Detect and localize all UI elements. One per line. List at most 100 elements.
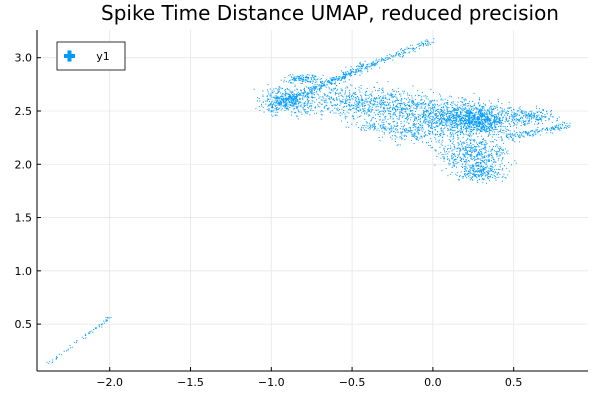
data-point xyxy=(363,102,365,104)
data-point xyxy=(267,91,269,93)
data-point xyxy=(283,81,285,83)
data-point xyxy=(481,127,483,129)
data-point xyxy=(401,110,403,112)
data-point xyxy=(466,124,468,126)
data-point xyxy=(502,158,504,160)
data-point xyxy=(350,66,352,68)
data-point xyxy=(448,164,450,166)
data-point xyxy=(481,143,483,145)
data-point xyxy=(466,150,468,152)
data-point xyxy=(460,104,462,106)
data-point xyxy=(375,97,377,99)
data-point xyxy=(499,118,501,120)
data-point xyxy=(381,88,383,90)
data-point xyxy=(427,109,429,111)
data-point xyxy=(421,127,423,129)
data-point xyxy=(364,68,366,70)
data-point xyxy=(360,87,362,89)
data-point xyxy=(431,128,433,130)
data-point xyxy=(467,117,469,119)
data-point xyxy=(459,133,461,135)
data-point xyxy=(478,116,480,118)
data-point xyxy=(480,119,482,121)
data-point xyxy=(490,174,492,176)
data-point xyxy=(433,119,435,121)
data-point xyxy=(462,97,464,99)
data-point xyxy=(487,131,489,133)
data-point xyxy=(397,132,399,134)
data-point xyxy=(536,105,538,107)
data-point xyxy=(493,109,495,111)
data-point xyxy=(280,104,282,106)
data-point xyxy=(363,109,365,111)
data-point xyxy=(469,169,471,171)
data-point xyxy=(301,75,303,77)
data-point xyxy=(472,169,474,171)
data-point xyxy=(495,153,497,155)
data-point xyxy=(489,179,491,181)
data-point xyxy=(384,94,386,96)
data-point xyxy=(380,99,382,101)
data-point xyxy=(413,102,415,104)
data-point xyxy=(465,161,467,163)
data-point xyxy=(445,112,447,114)
data-point xyxy=(318,85,320,87)
data-point xyxy=(421,123,423,125)
data-point xyxy=(389,128,391,130)
data-point xyxy=(419,114,421,116)
data-point xyxy=(346,95,348,97)
data-point xyxy=(464,128,466,130)
data-point xyxy=(471,120,473,122)
data-point xyxy=(493,120,495,122)
data-point xyxy=(507,107,509,109)
data-point xyxy=(469,121,471,123)
data-point xyxy=(275,88,277,90)
data-point xyxy=(291,106,293,108)
data-point xyxy=(341,113,343,115)
data-point xyxy=(440,95,442,97)
data-point xyxy=(289,91,291,93)
data-point xyxy=(420,124,422,126)
data-point xyxy=(454,108,456,110)
data-point xyxy=(438,142,440,144)
data-point xyxy=(392,96,394,98)
data-point xyxy=(312,81,314,83)
data-point xyxy=(308,78,310,80)
data-point xyxy=(294,101,296,103)
data-point xyxy=(290,96,292,98)
data-point xyxy=(461,111,463,113)
data-point xyxy=(448,129,450,131)
data-point xyxy=(402,107,404,109)
data-point xyxy=(351,115,353,117)
data-point xyxy=(278,97,280,99)
data-point xyxy=(343,81,345,83)
data-point xyxy=(334,79,336,81)
data-point xyxy=(383,62,385,64)
data-point xyxy=(340,88,342,90)
data-point xyxy=(381,128,383,130)
data-point xyxy=(467,173,469,175)
data-point xyxy=(382,127,384,129)
data-point xyxy=(354,92,356,94)
data-point xyxy=(358,97,360,99)
data-point xyxy=(340,103,342,105)
data-point xyxy=(276,96,278,98)
data-point xyxy=(464,123,466,125)
data-point xyxy=(445,106,447,108)
data-point xyxy=(484,161,486,163)
data-point xyxy=(432,112,434,114)
data-point xyxy=(504,148,506,150)
data-point xyxy=(526,114,528,116)
data-point xyxy=(463,123,465,125)
data-point xyxy=(336,104,338,106)
data-point xyxy=(453,126,455,128)
data-point xyxy=(359,94,361,96)
data-point xyxy=(395,110,397,112)
data-point xyxy=(463,126,465,128)
data-point xyxy=(481,105,483,107)
data-point xyxy=(289,100,291,102)
data-point xyxy=(469,156,471,158)
data-point xyxy=(478,109,480,111)
data-point xyxy=(528,120,530,122)
data-point xyxy=(304,103,306,105)
